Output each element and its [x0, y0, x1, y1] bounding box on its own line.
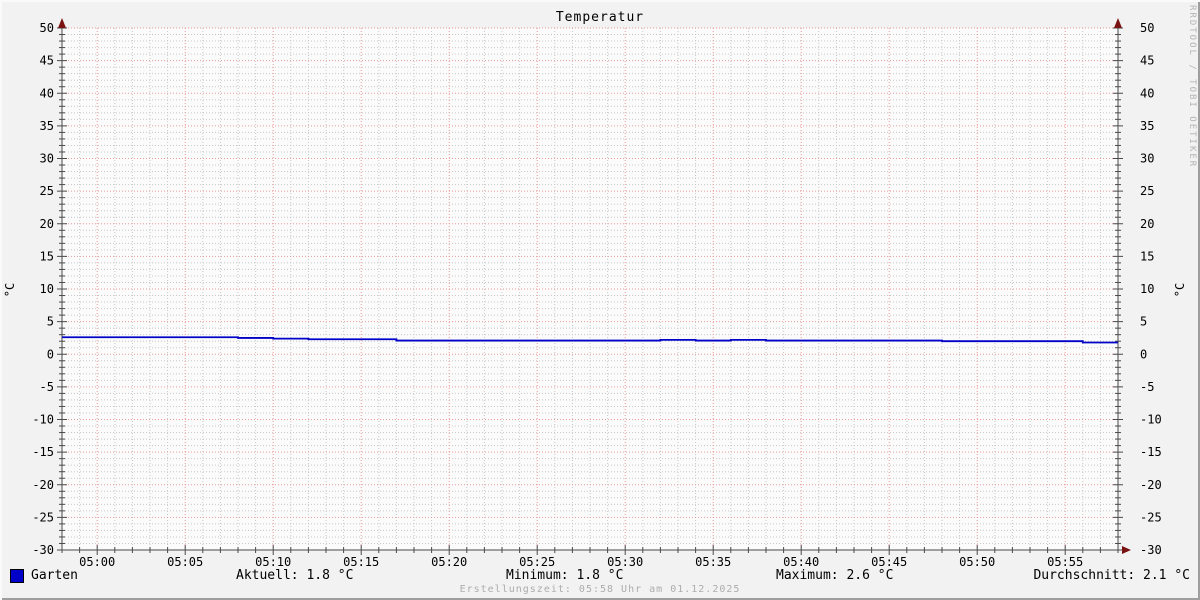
svg-text:-10: -10 [1140, 413, 1162, 427]
svg-text:25: 25 [40, 184, 54, 198]
svg-text:-30: -30 [32, 543, 54, 557]
svg-text:05:55: 05:55 [1047, 555, 1083, 569]
svg-text:5: 5 [47, 315, 54, 329]
svg-text:35: 35 [40, 119, 54, 133]
stat-minimum: Minimum: 1.8 °C [506, 568, 624, 583]
svg-text:05:10: 05:10 [255, 555, 291, 569]
svg-text:0: 0 [1140, 347, 1147, 361]
svg-text:-20: -20 [32, 478, 54, 492]
svg-text:05:20: 05:20 [431, 555, 467, 569]
svg-text:-5: -5 [1140, 380, 1154, 394]
svg-text:05:45: 05:45 [871, 555, 907, 569]
legend-color-swatch [10, 569, 24, 583]
svg-text:05:00: 05:00 [79, 555, 115, 569]
stats-bar: Garten Aktuell: 1.8 °C Minimum: 1.8 °C M… [0, 568, 1200, 584]
legend-label: Garten [31, 568, 78, 583]
stat-durchschnitt: Durchschnitt: 2.1 °C [1033, 568, 1190, 583]
svg-text:05:30: 05:30 [607, 555, 643, 569]
svg-text:05:35: 05:35 [695, 555, 731, 569]
svg-text:50: 50 [40, 21, 54, 35]
svg-text:10: 10 [1140, 282, 1154, 296]
rrdtool-watermark: RRDTOOL / TOBI OETIKER [1187, 5, 1197, 169]
svg-text:30: 30 [1140, 152, 1154, 166]
svg-text:15: 15 [40, 249, 54, 263]
svg-text:20: 20 [40, 217, 54, 231]
svg-text:-30: -30 [1140, 543, 1162, 557]
svg-text:-25: -25 [32, 510, 54, 524]
svg-text:30: 30 [40, 152, 54, 166]
svg-text:05:15: 05:15 [343, 555, 379, 569]
svg-text:45: 45 [40, 54, 54, 68]
svg-text:-15: -15 [32, 445, 54, 459]
stat-maximum: Maximum: 2.6 °C [776, 568, 894, 583]
svg-text:-15: -15 [1140, 445, 1162, 459]
svg-text:10: 10 [40, 282, 54, 296]
svg-text:25: 25 [1140, 184, 1154, 198]
svg-text:-25: -25 [1140, 510, 1162, 524]
svg-text:05:50: 05:50 [959, 555, 995, 569]
stat-aktuell: Aktuell: 1.8 °C [236, 568, 354, 583]
svg-text:45: 45 [1140, 54, 1154, 68]
svg-text:20: 20 [1140, 217, 1154, 231]
svg-text:5: 5 [1140, 315, 1147, 329]
svg-text:40: 40 [1140, 86, 1154, 100]
svg-text:50: 50 [1140, 21, 1154, 35]
svg-text:05:40: 05:40 [783, 555, 819, 569]
svg-text:-20: -20 [1140, 478, 1162, 492]
svg-text:35: 35 [1140, 119, 1154, 133]
chart-title: Temperatur [555, 10, 645, 25]
footer-creation-time: Erstellungszeit: 05:58 Uhr am 01.12.2025 [459, 584, 741, 595]
svg-text:-10: -10 [32, 413, 54, 427]
svg-text:15: 15 [1140, 249, 1154, 263]
svg-text:-5: -5 [40, 380, 54, 394]
svg-text:05:05: 05:05 [167, 555, 203, 569]
svg-text:0: 0 [47, 347, 54, 361]
svg-text:05:25: 05:25 [519, 555, 555, 569]
svg-text:40: 40 [40, 86, 54, 100]
